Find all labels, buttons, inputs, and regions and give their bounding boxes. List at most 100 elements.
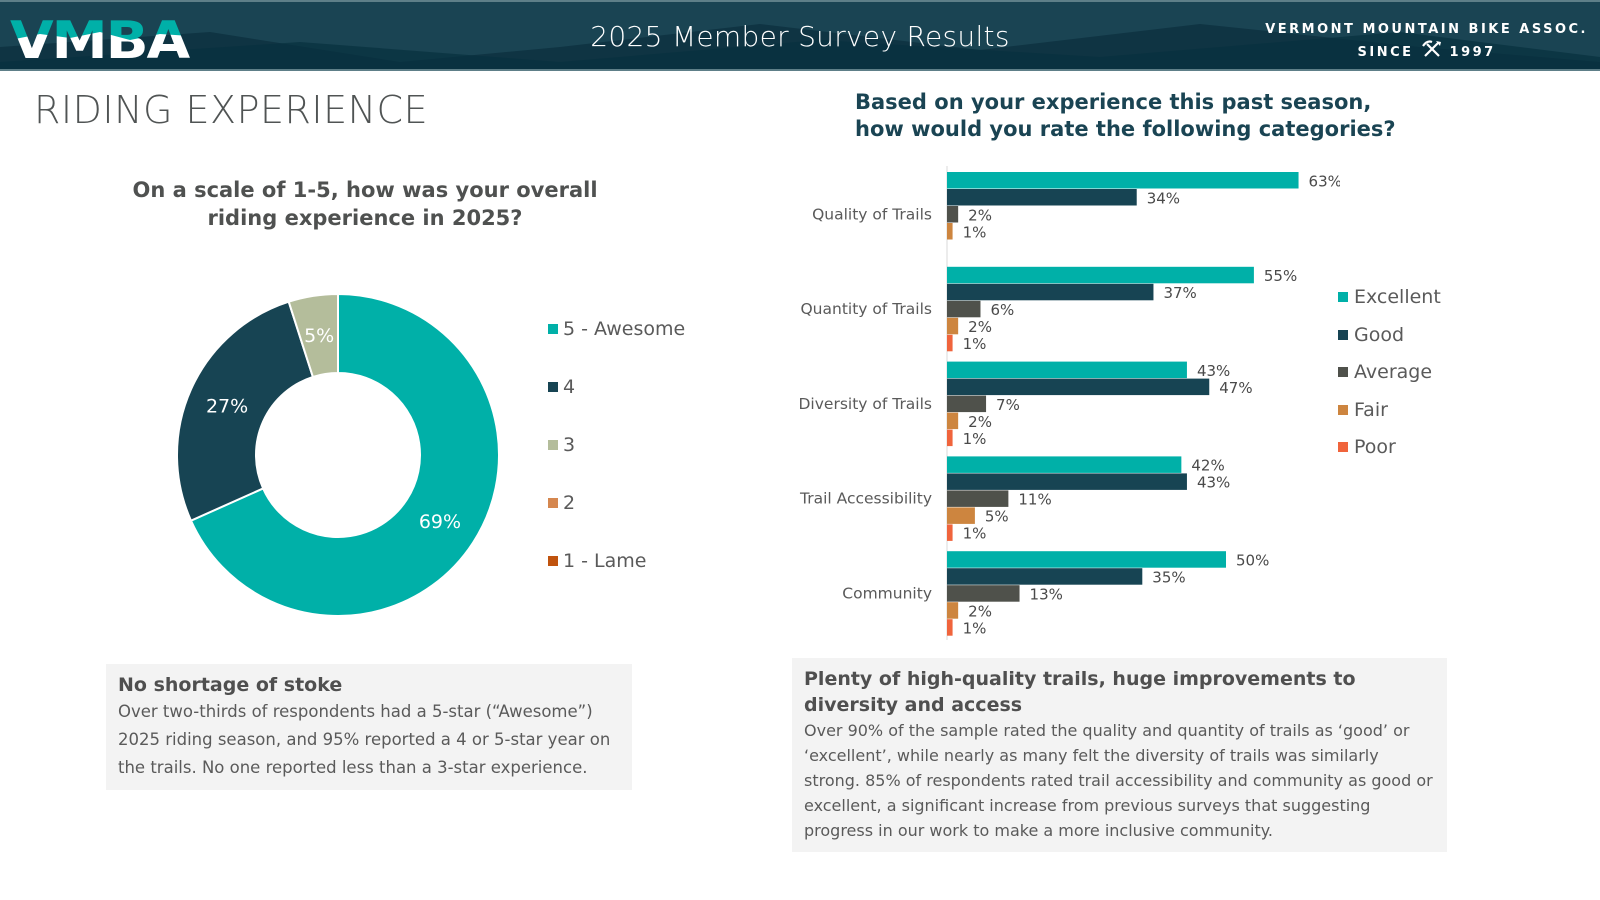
callout-heading: Plenty of high-quality trails, huge impr… <box>804 668 1356 716</box>
bar-average <box>947 300 981 318</box>
bar-excellent <box>947 551 1226 568</box>
bar-data-label: 1% <box>963 223 987 241</box>
bar-data-label: 13% <box>1030 585 1063 603</box>
bar-chart-title: Based on your experience this past seaso… <box>855 89 1415 143</box>
bar-fair <box>947 507 975 524</box>
bar-poor <box>947 619 953 636</box>
legend-label: Good <box>1354 323 1405 346</box>
bar-group: Quality of Trails 63% 34% 2%1% <box>812 172 1340 241</box>
donut-slice-2 <box>176 300 315 522</box>
bar-fair <box>947 412 959 430</box>
legend-item: 5 - Awesome <box>548 318 685 340</box>
bar-average <box>947 490 1009 507</box>
legend-swatch <box>1338 442 1348 452</box>
bar-excellent <box>947 172 1299 189</box>
legend-item: Excellent <box>1338 286 1441 308</box>
callout-stoke: No shortage of stoke Over two-thirds of … <box>106 664 632 790</box>
org-name: VERMONT MOUNTAIN BIKE ASSOC. <box>1265 22 1588 37</box>
legend-swatch <box>548 324 558 334</box>
section-title: RIDING EXPERIENCE <box>34 88 429 132</box>
bar-data-label: 1% <box>963 335 987 353</box>
callout-body: Over two-thirds of respondents had a 5-s… <box>118 702 611 777</box>
bar-data-label: 6% <box>990 301 1014 319</box>
bar-excellent <box>947 456 1182 473</box>
bar-data-label: 1% <box>963 619 987 637</box>
legend-swatch <box>548 382 558 392</box>
legend-item: 4 <box>548 376 685 398</box>
bar-good <box>947 473 1187 490</box>
callout-trails: Plenty of high-quality trails, huge impr… <box>792 658 1447 852</box>
vmba-logo[interactable]: VMBA <box>10 14 190 64</box>
since-year: 1997 <box>1449 44 1496 60</box>
bar-data-label: 34% <box>1147 189 1180 207</box>
bar-data-label: 7% <box>996 396 1020 414</box>
legend-swatch <box>1338 367 1348 377</box>
donut-legend: 5 - Awesome 4 3 2 1 - Lame <box>548 318 685 608</box>
legend-label: 3 <box>563 434 576 456</box>
legend-swatch <box>1338 329 1348 340</box>
bar-poor <box>947 429 953 447</box>
donut-chart: 69% 27% 5% <box>176 292 500 617</box>
category-label: Trail Accessibility <box>799 490 932 508</box>
page-title: 2025 Member Survey Results <box>590 20 1010 53</box>
bar-data-label: 2% <box>968 602 992 620</box>
legend-label: Average <box>1354 361 1433 383</box>
bar-good <box>947 378 1210 396</box>
legend-label: 4 <box>563 376 576 398</box>
org-since-row: SINCE 1997 <box>1265 40 1588 65</box>
crossed-pick-shovel-icon <box>1421 40 1442 65</box>
donut-data-label: 69% <box>419 511 461 533</box>
bar-group: Quantity of Trails 55% 37% 6%2%1% <box>800 266 1297 353</box>
callout-heading: No shortage of stoke <box>118 674 343 696</box>
category-label: Quality of Trails <box>812 205 932 223</box>
bar-average <box>947 206 959 223</box>
category-label: Quantity of Trails <box>800 300 932 318</box>
legend-item: 2 <box>548 492 685 514</box>
header-banner: VMBA 2025 Member Survey Results VERMONT … <box>0 0 1600 71</box>
bar-data-label: 55% <box>1264 267 1297 285</box>
bar-data-label: 43% <box>1197 362 1230 380</box>
bar-legend: Excellent Good Average Fair Poor <box>1338 286 1441 474</box>
bar-group: Diversity of Trails 43%47% 7%2%1% <box>799 361 1253 448</box>
bar-data-label: 2% <box>968 318 992 336</box>
bar-average <box>947 395 987 413</box>
bar-excellent <box>947 361 1187 379</box>
legend-item: Fair <box>1338 399 1441 421</box>
bar-poor <box>947 334 953 352</box>
legend-label: Poor <box>1354 436 1396 458</box>
bar-data-label: 11% <box>1018 491 1051 509</box>
legend-label: Fair <box>1354 398 1388 421</box>
org-tagline: VERMONT MOUNTAIN BIKE ASSOC. SINCE 1997 <box>1265 20 1588 65</box>
bar-data-label: 35% <box>1152 568 1185 586</box>
legend-item: Average <box>1338 361 1441 383</box>
donut-data-label: 27% <box>206 395 248 417</box>
bar-data-label: 2% <box>968 206 992 224</box>
bar-good <box>947 568 1143 585</box>
bar-poor <box>947 524 953 541</box>
bar-fair <box>947 602 959 619</box>
callout-body: Over 90% of the sample rated the quality… <box>804 721 1433 840</box>
bar-data-label: 2% <box>968 413 992 431</box>
bar-data-label: 43% <box>1197 474 1230 492</box>
donut-data-label: 5% <box>304 325 334 347</box>
bar-data-label: 5% <box>985 508 1009 526</box>
bar-data-label: 1% <box>963 430 987 448</box>
legend-swatch <box>548 498 558 508</box>
category-label: Diversity of Trails <box>799 395 933 413</box>
bar-good <box>947 283 1154 301</box>
bar-fair <box>947 317 959 335</box>
legend-swatch <box>1338 404 1348 415</box>
category-label: Community <box>842 584 932 602</box>
since-label: SINCE <box>1357 44 1414 60</box>
legend-item: Poor <box>1338 436 1441 458</box>
legend-label: 2 <box>563 492 576 514</box>
bar-data-label: 42% <box>1191 457 1224 475</box>
bar-chart-title-text: Based on your experience this past seaso… <box>855 90 1396 141</box>
mountain-silhouette <box>0 24 1600 69</box>
legend-label: Excellent <box>1354 286 1441 308</box>
legend-item: 3 <box>548 434 685 456</box>
bar-group: Community 50% 35% 13% 2%1% <box>842 551 1269 637</box>
bar-average <box>947 585 1020 602</box>
legend-item: Good <box>1338 324 1441 346</box>
